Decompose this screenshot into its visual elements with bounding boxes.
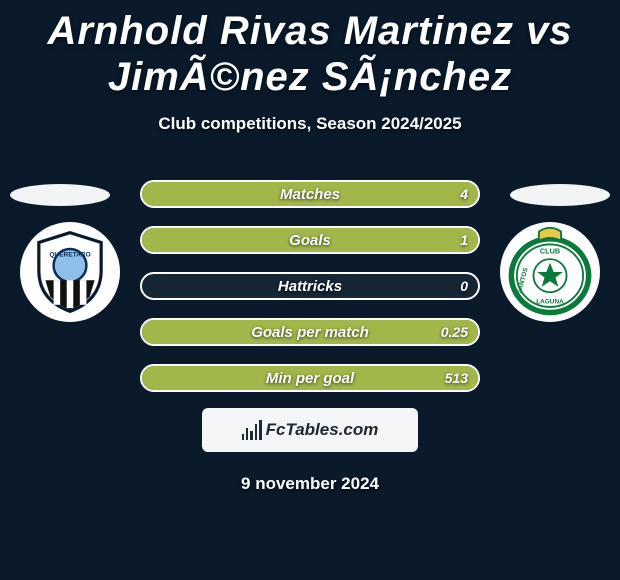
stat-value-right: 513: [445, 370, 468, 386]
svg-text:LAGUNA: LAGUNA: [536, 298, 564, 305]
stat-label: Min per goal: [142, 370, 478, 387]
stat-label: Matches: [142, 186, 478, 203]
player-marker-right: [510, 184, 610, 206]
svg-text:CLUB: CLUB: [540, 247, 560, 256]
stat-value-right: 0: [460, 278, 468, 294]
stat-pill: Goals1: [140, 226, 480, 254]
stat-value-right: 4: [460, 186, 468, 202]
team-crest-right: CLUB LAGUNA SANTOS: [500, 222, 600, 322]
stats-column: Matches4Goals1Hattricks0Goals per match0…: [140, 180, 480, 410]
brand-text: FcTables.com: [266, 420, 379, 440]
svg-text:QUERETARO: QUERETARO: [49, 251, 90, 258]
stat-pill: Matches4: [140, 180, 480, 208]
footer-date: 9 november 2024: [0, 474, 620, 494]
stat-value-right: 1: [460, 232, 468, 248]
stat-value-right: 0.25: [441, 324, 468, 340]
santos-crest-icon: CLUB LAGUNA SANTOS: [504, 226, 596, 318]
stat-pill: Min per goal513: [140, 364, 480, 392]
queretaro-crest-icon: QUERETARO: [29, 231, 111, 313]
stat-label: Goals: [142, 232, 478, 249]
brand-box[interactable]: FcTables.com: [202, 408, 418, 452]
team-crest-left: QUERETARO: [20, 222, 120, 322]
stat-pill: Hattricks0: [140, 272, 480, 300]
chart-bars-icon: [242, 420, 262, 440]
player-marker-left: [10, 184, 110, 206]
subtitle: Club competitions, Season 2024/2025: [0, 114, 620, 134]
page-title: Arnhold Rivas Martinez vs JimÃ©nez SÃ¡nc…: [0, 0, 620, 100]
stat-label: Goals per match: [142, 324, 478, 341]
stat-pill: Goals per match0.25: [140, 318, 480, 346]
stats-area: QUERETARO CLUB LAGUNA SANTOS Matches4 Goa…: [0, 180, 620, 400]
stat-label: Hattricks: [142, 278, 478, 295]
